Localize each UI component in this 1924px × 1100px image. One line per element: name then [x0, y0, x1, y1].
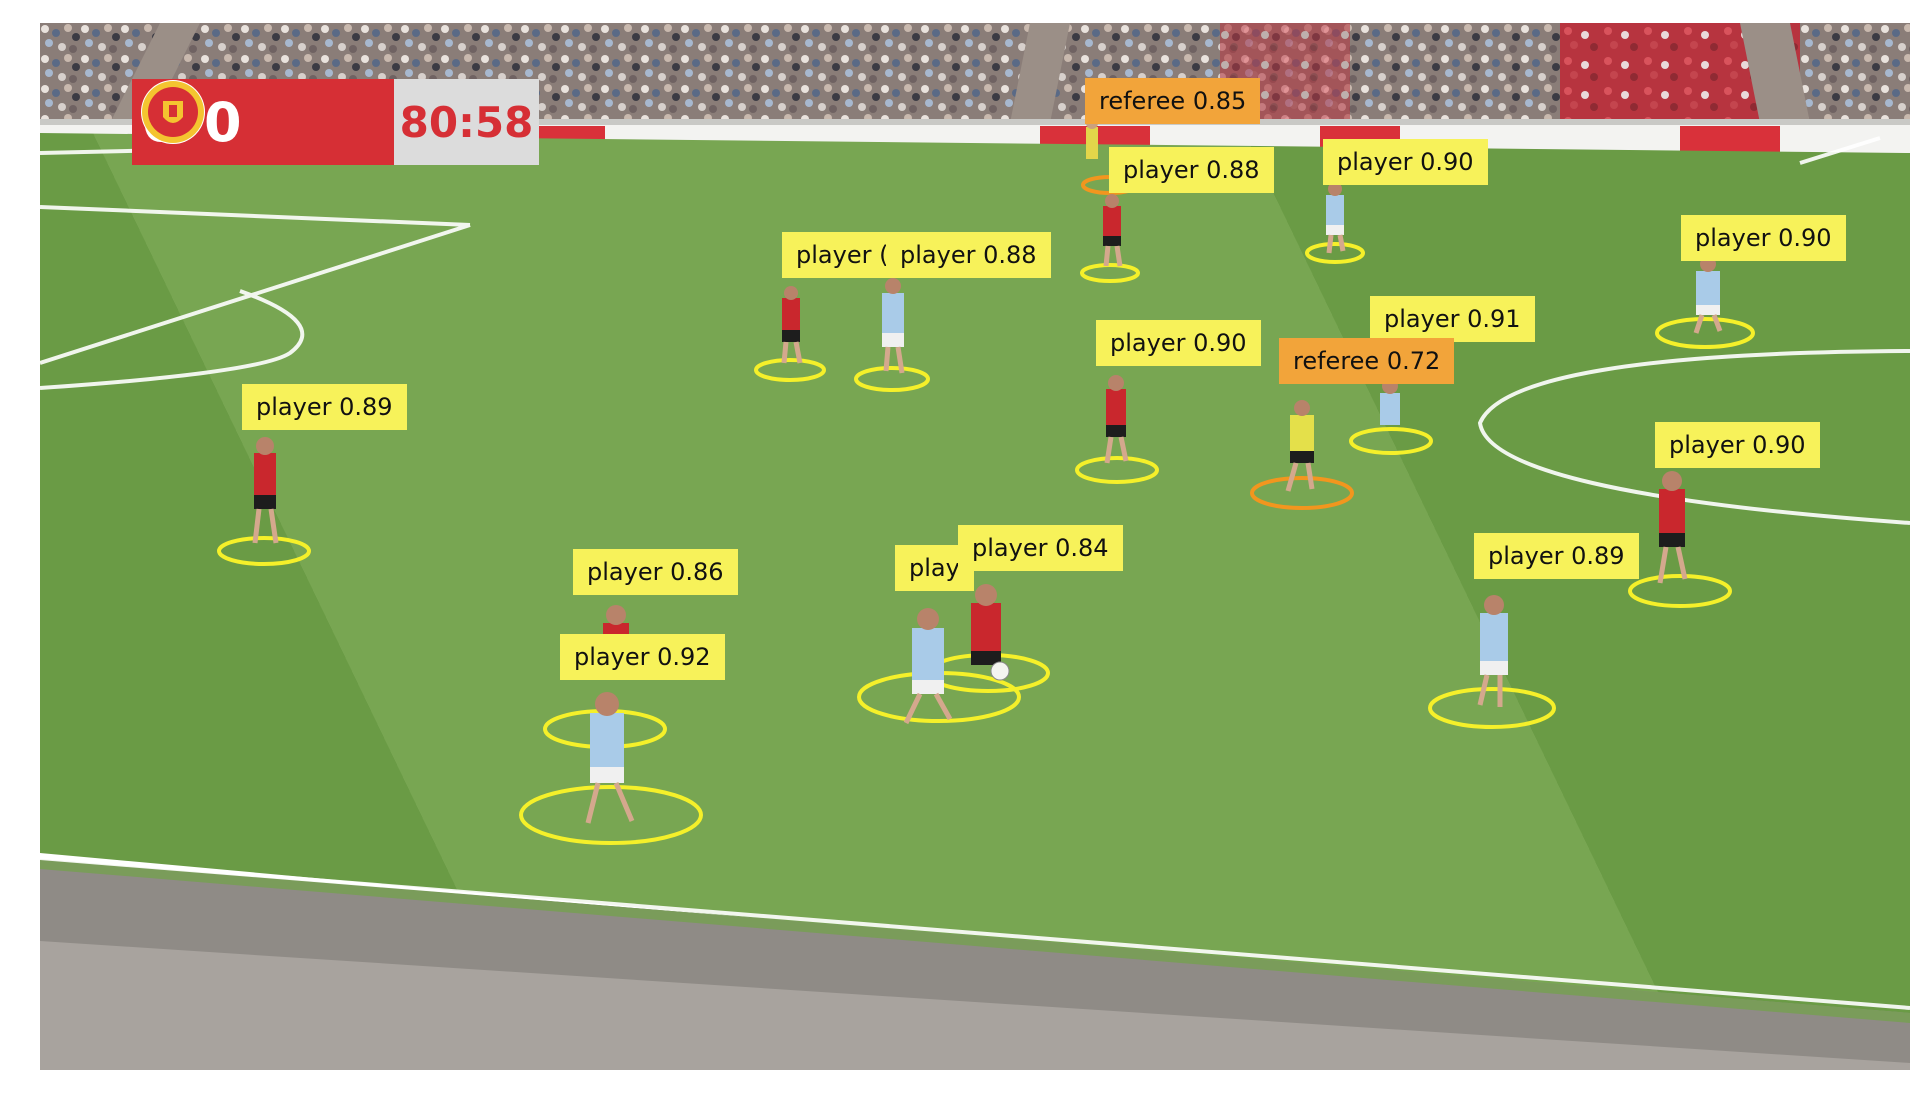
detection-label: player 0.90 [1681, 215, 1846, 261]
detection-label: player 0.88 [886, 232, 1051, 278]
detection-label: player 0.91 [1370, 296, 1535, 342]
scoreboard: 0-0 80:58 [132, 79, 539, 165]
manchester-united-crest-icon [142, 81, 204, 143]
detection-label: player 0.89 [1474, 533, 1639, 579]
score-panel: 0-0 [132, 79, 394, 165]
detection-label: player 0.90 [1323, 139, 1488, 185]
detection-label: player 0.90 [1655, 422, 1820, 468]
detection-label: player 0.86 [573, 549, 738, 595]
detection-label: referee 0.72 [1279, 338, 1455, 384]
detection-label: player 0.88 [1109, 147, 1274, 193]
video-frame: 0-0 80:58 referee 0.85 player 0.88 playe… [40, 23, 1910, 1070]
detection-label: player 0.92 [560, 634, 725, 680]
detection-label: player ( [782, 232, 903, 278]
detection-label: player 0.84 [958, 525, 1123, 571]
detection-label: player 0.90 [1096, 320, 1261, 366]
detection-label: referee 0.85 [1085, 78, 1261, 124]
match-clock: 80:58 [394, 79, 539, 165]
detection-label: player 0.89 [242, 384, 407, 430]
